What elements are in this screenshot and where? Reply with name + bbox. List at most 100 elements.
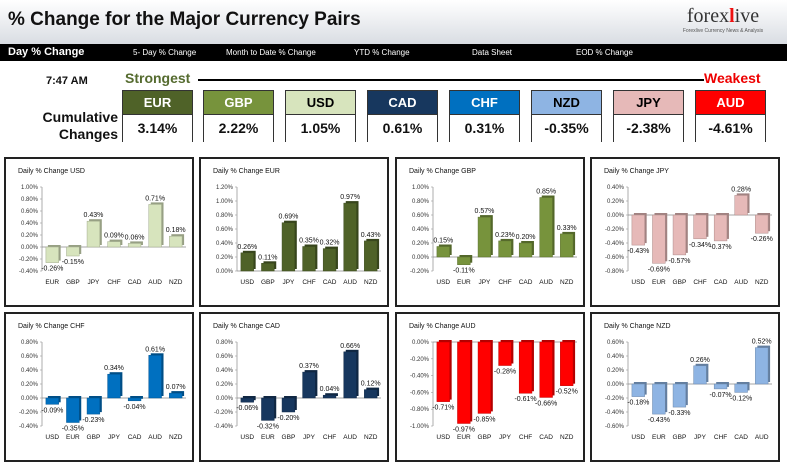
chart-panel-8: Daily % Change NZD -0.60% -0.40% -0.20% 0.00…	[590, 312, 780, 462]
data-label: 0.97%	[340, 194, 360, 201]
data-label: -0.71%	[432, 405, 454, 412]
strength-arrow-line	[198, 79, 704, 81]
update-time: 7:47 AM	[46, 75, 88, 87]
data-label: 0.66%	[340, 343, 360, 350]
cumulative-change-value: -4.61%	[696, 115, 765, 142]
x-tick-label: USD	[436, 434, 450, 441]
x-tick-label: NZD	[169, 279, 183, 286]
data-label: -0.09%	[41, 407, 63, 414]
data-label: 0.06%	[125, 234, 145, 241]
bar-chart: Daily % Change AUD -1.00% -0.80% -0.60% -0.4…	[409, 323, 578, 441]
bar	[631, 383, 645, 397]
y-tick-label: -0.20%	[410, 357, 430, 363]
x-tick-label: AUD	[755, 434, 769, 441]
chart-title: Daily % Change AUD	[409, 323, 476, 330]
bar-chart: Daily % Change JPY -0.80% -0.60% -0.40% -0.2…	[604, 168, 773, 286]
data-label: -0.61%	[514, 396, 536, 403]
y-tick-label: 0.80%	[21, 340, 39, 346]
data-label: 0.34%	[104, 365, 124, 372]
currency-card-jpy: JPY -2.38%	[613, 90, 684, 142]
y-tick-label: -0.20%	[605, 227, 625, 233]
chart-panel-6: Daily % Change CAD -0.40% -0.20% 0.00% 0.20%…	[199, 312, 389, 462]
x-tick-label: AUD	[148, 279, 162, 286]
currency-code: CHF	[450, 91, 519, 115]
currency-code: GBP	[204, 91, 273, 115]
y-tick-label: 0.00%	[21, 396, 39, 402]
bar	[713, 383, 728, 390]
forexlive-logo[interactable]: forexlive Forexlive Currency News & Anal…	[675, 6, 771, 40]
bar-chart: Daily % Change CHF -0.40% -0.20% 0.00% 0.20%…	[18, 323, 186, 441]
data-label: 0.43%	[361, 232, 381, 239]
tab-day-change[interactable]: Day % Change	[8, 46, 85, 58]
bar	[672, 214, 687, 256]
data-label: -0.33%	[668, 410, 690, 417]
data-label: -0.43%	[648, 417, 670, 424]
x-tick-label: EUR	[45, 279, 59, 286]
bar	[169, 392, 183, 399]
tab-eod-change[interactable]: EOD % Change	[576, 48, 633, 57]
tab-data-sheet[interactable]: Data Sheet	[472, 48, 513, 57]
chart-title: Daily % Change USD	[18, 168, 85, 175]
tab-5-day-change[interactable]: 5- Day % Change	[133, 48, 197, 57]
bar-chart: Daily % Change NZD -0.60% -0.40% -0.20% 0.00…	[604, 323, 772, 441]
x-tick-label: AUD	[539, 279, 553, 286]
y-tick-label: 0.60%	[21, 209, 39, 215]
y-tick-label: -0.40%	[19, 424, 39, 430]
x-tick-label: GBP	[87, 434, 101, 441]
y-tick-label: 0.20%	[21, 382, 39, 388]
tab-month-to-date-change[interactable]: Month to Date % Change	[226, 48, 316, 57]
x-tick-label: AUD	[343, 279, 357, 286]
data-label: -0.12%	[730, 395, 752, 402]
x-tick-label: AUD	[734, 279, 748, 286]
y-tick-label: 1.20%	[216, 185, 234, 191]
data-label: -0.85%	[473, 416, 495, 423]
y-tick-label: 0.00%	[412, 340, 430, 346]
x-tick-label: GBP	[261, 279, 275, 286]
data-label: 0.33%	[557, 225, 577, 232]
x-tick-label: NZD	[169, 434, 183, 441]
x-tick-label: GBP	[282, 434, 296, 441]
data-label: -0.26%	[751, 236, 773, 243]
y-tick-label: 0.20%	[216, 255, 234, 261]
bar	[734, 195, 748, 216]
bar	[240, 252, 254, 272]
y-tick-label: -0.60%	[605, 255, 625, 261]
y-tick-label: 0.60%	[21, 354, 39, 360]
x-tick-label: NZD	[755, 279, 769, 286]
x-tick-label: EUR	[652, 434, 666, 441]
y-tick-label: -0.40%	[605, 410, 625, 416]
data-label: 0.61%	[145, 346, 165, 353]
data-label: 0.71%	[145, 195, 165, 202]
y-tick-label: -0.40%	[19, 269, 39, 275]
chart-title: Daily % Change GBP	[409, 168, 476, 175]
bar	[66, 397, 80, 423]
y-tick-label: -0.80%	[605, 269, 625, 275]
bar	[436, 341, 450, 402]
y-tick-label: 1.00%	[412, 185, 430, 191]
y-tick-label: -0.20%	[19, 257, 39, 263]
x-tick-label: USD	[240, 279, 254, 286]
bar-depth	[130, 396, 143, 399]
x-tick-label: GBP	[673, 434, 687, 441]
currency-code: JPY	[614, 91, 683, 115]
x-tick-label: CHF	[519, 434, 532, 441]
tab-ytd-change[interactable]: YTD % Change	[354, 48, 410, 57]
cumulative-change-value: 1.05%	[286, 115, 355, 142]
bar	[652, 383, 666, 415]
bar	[693, 214, 707, 240]
y-tick-label: 0.00%	[216, 269, 234, 275]
y-tick-label: 0.00%	[607, 382, 625, 388]
bar	[107, 241, 121, 248]
x-tick-label: CAD	[128, 434, 142, 441]
bar-chart: Daily % Change USD -0.40% -0.20% 0.00% 0.20%…	[18, 168, 186, 286]
y-tick-label: 0.60%	[216, 227, 234, 233]
y-tick-label: 0.60%	[412, 213, 430, 219]
bar-chart: Daily % Change EUR 0.00% 0.20% 0.40% 0.60% 0.…	[213, 168, 381, 286]
chart-title: Daily % Change CAD	[213, 323, 280, 330]
x-tick-label: NZD	[560, 434, 574, 441]
currency-code: AUD	[696, 91, 765, 115]
chart-title: Daily % Change NZD	[604, 323, 671, 330]
bar	[498, 240, 512, 258]
y-tick-label: 0.60%	[607, 340, 625, 346]
x-tick-label: EUR	[652, 279, 666, 286]
